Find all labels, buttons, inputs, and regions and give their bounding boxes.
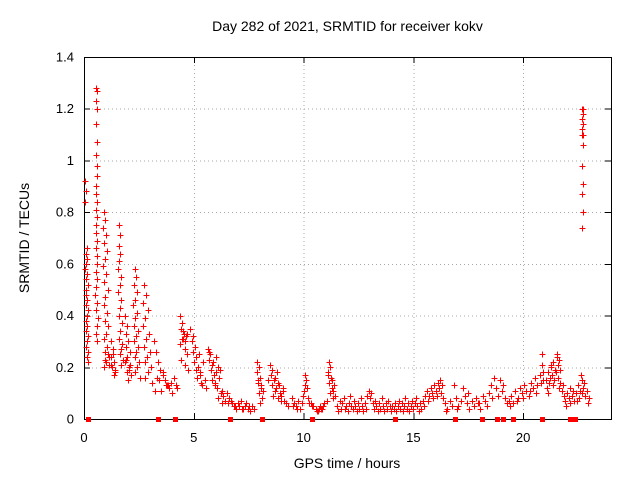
y-tick-label: 1.4: [56, 50, 74, 65]
y-tick-label: 0.2: [56, 360, 74, 375]
gap-marker-square: [573, 417, 578, 422]
gap-marker-layer: [86, 417, 578, 422]
x-axis-title: GPS time / hours: [293, 455, 401, 471]
x-tick-label: 10: [296, 430, 310, 445]
gap-marker-square: [228, 417, 233, 422]
x-tick-label: 15: [406, 430, 420, 445]
y-tick-label: 0.8: [56, 205, 74, 220]
y-tick-label: 0.4: [56, 308, 74, 323]
y-tick-label: 1: [67, 153, 74, 168]
tick-marks: [84, 57, 611, 420]
x-tick-label: 5: [190, 430, 197, 445]
x-tick-label: 0: [80, 430, 87, 445]
y-axis-title: SRMTID / TECUs: [16, 182, 32, 294]
chart-title: Day 282 of 2021, SRMTID for receiver kok…: [212, 18, 483, 34]
gap-marker-square: [480, 417, 485, 422]
y-tick-label: 0: [67, 412, 74, 427]
gap-marker-square: [495, 417, 500, 422]
y-tick-label: 1.2: [56, 101, 74, 116]
gap-marker-square: [393, 417, 398, 422]
gap-marker-square: [173, 417, 178, 422]
gap-marker-square: [540, 417, 545, 422]
gap-marker-square: [511, 417, 516, 422]
data-points-layer: [82, 85, 593, 415]
plot-border: [84, 57, 612, 420]
y-tick-label: 0.6: [56, 256, 74, 271]
gap-marker-square: [501, 417, 506, 422]
gap-marker-square: [156, 417, 161, 422]
gap-marker-square: [568, 417, 573, 422]
gap-marker-square: [310, 417, 315, 422]
gap-marker-square: [86, 417, 91, 422]
gap-marker-square: [453, 417, 458, 422]
x-tick-label: 20: [516, 430, 530, 445]
gap-marker-square: [260, 417, 265, 422]
